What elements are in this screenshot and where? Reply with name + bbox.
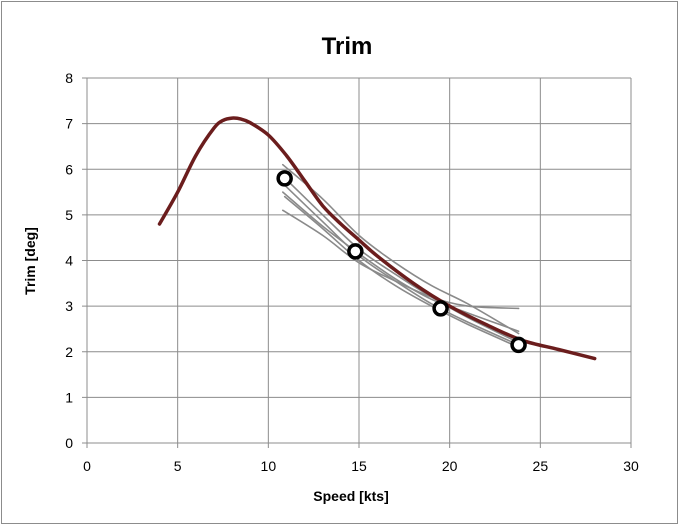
axes xyxy=(82,77,632,448)
gray-trim-curve xyxy=(282,209,520,310)
gray-trim-curve xyxy=(282,163,520,335)
gray-trim-curve xyxy=(283,184,520,346)
main-trim-curve xyxy=(157,116,597,361)
chart-title: Trim xyxy=(322,33,373,60)
y-tick-label: 1 xyxy=(65,389,73,405)
y-tick-label: 0 xyxy=(65,435,73,451)
x-tick-label: 0 xyxy=(83,458,91,474)
x-tick-label: 25 xyxy=(533,458,549,474)
series-lines xyxy=(157,116,597,361)
y-tick-label: 3 xyxy=(65,298,73,314)
data-point-marker xyxy=(276,170,293,187)
data-point-marker xyxy=(510,336,527,354)
data-point-marker xyxy=(347,243,364,260)
gray-trim-curve xyxy=(283,195,520,348)
grid-lines xyxy=(87,77,632,443)
x-tick-label: 5 xyxy=(174,458,182,474)
y-tick-label: 2 xyxy=(65,344,73,360)
y-tick-label: 8 xyxy=(65,70,73,86)
y-tick-label: 7 xyxy=(65,116,73,132)
gray-trim-curve xyxy=(282,191,520,332)
data-markers xyxy=(276,170,527,354)
data-point-marker xyxy=(432,300,449,317)
x-tick-label: 15 xyxy=(351,458,367,474)
y-tick-labels: 0 1 2 3 4 5 6 7 8 xyxy=(65,70,73,451)
x-tick-label: 10 xyxy=(261,458,277,474)
y-tick-label: 6 xyxy=(65,161,73,177)
y-axis-label: Trim [deg] xyxy=(22,227,38,295)
x-tick-label: 30 xyxy=(623,458,639,474)
x-axis-label: Speed [kts] xyxy=(313,488,388,504)
x-tick-label: 20 xyxy=(442,458,458,474)
x-tick-labels: 0 5 10 15 20 25 30 xyxy=(83,458,639,474)
y-tick-label: 5 xyxy=(65,207,73,223)
y-tick-label: 4 xyxy=(65,253,73,269)
